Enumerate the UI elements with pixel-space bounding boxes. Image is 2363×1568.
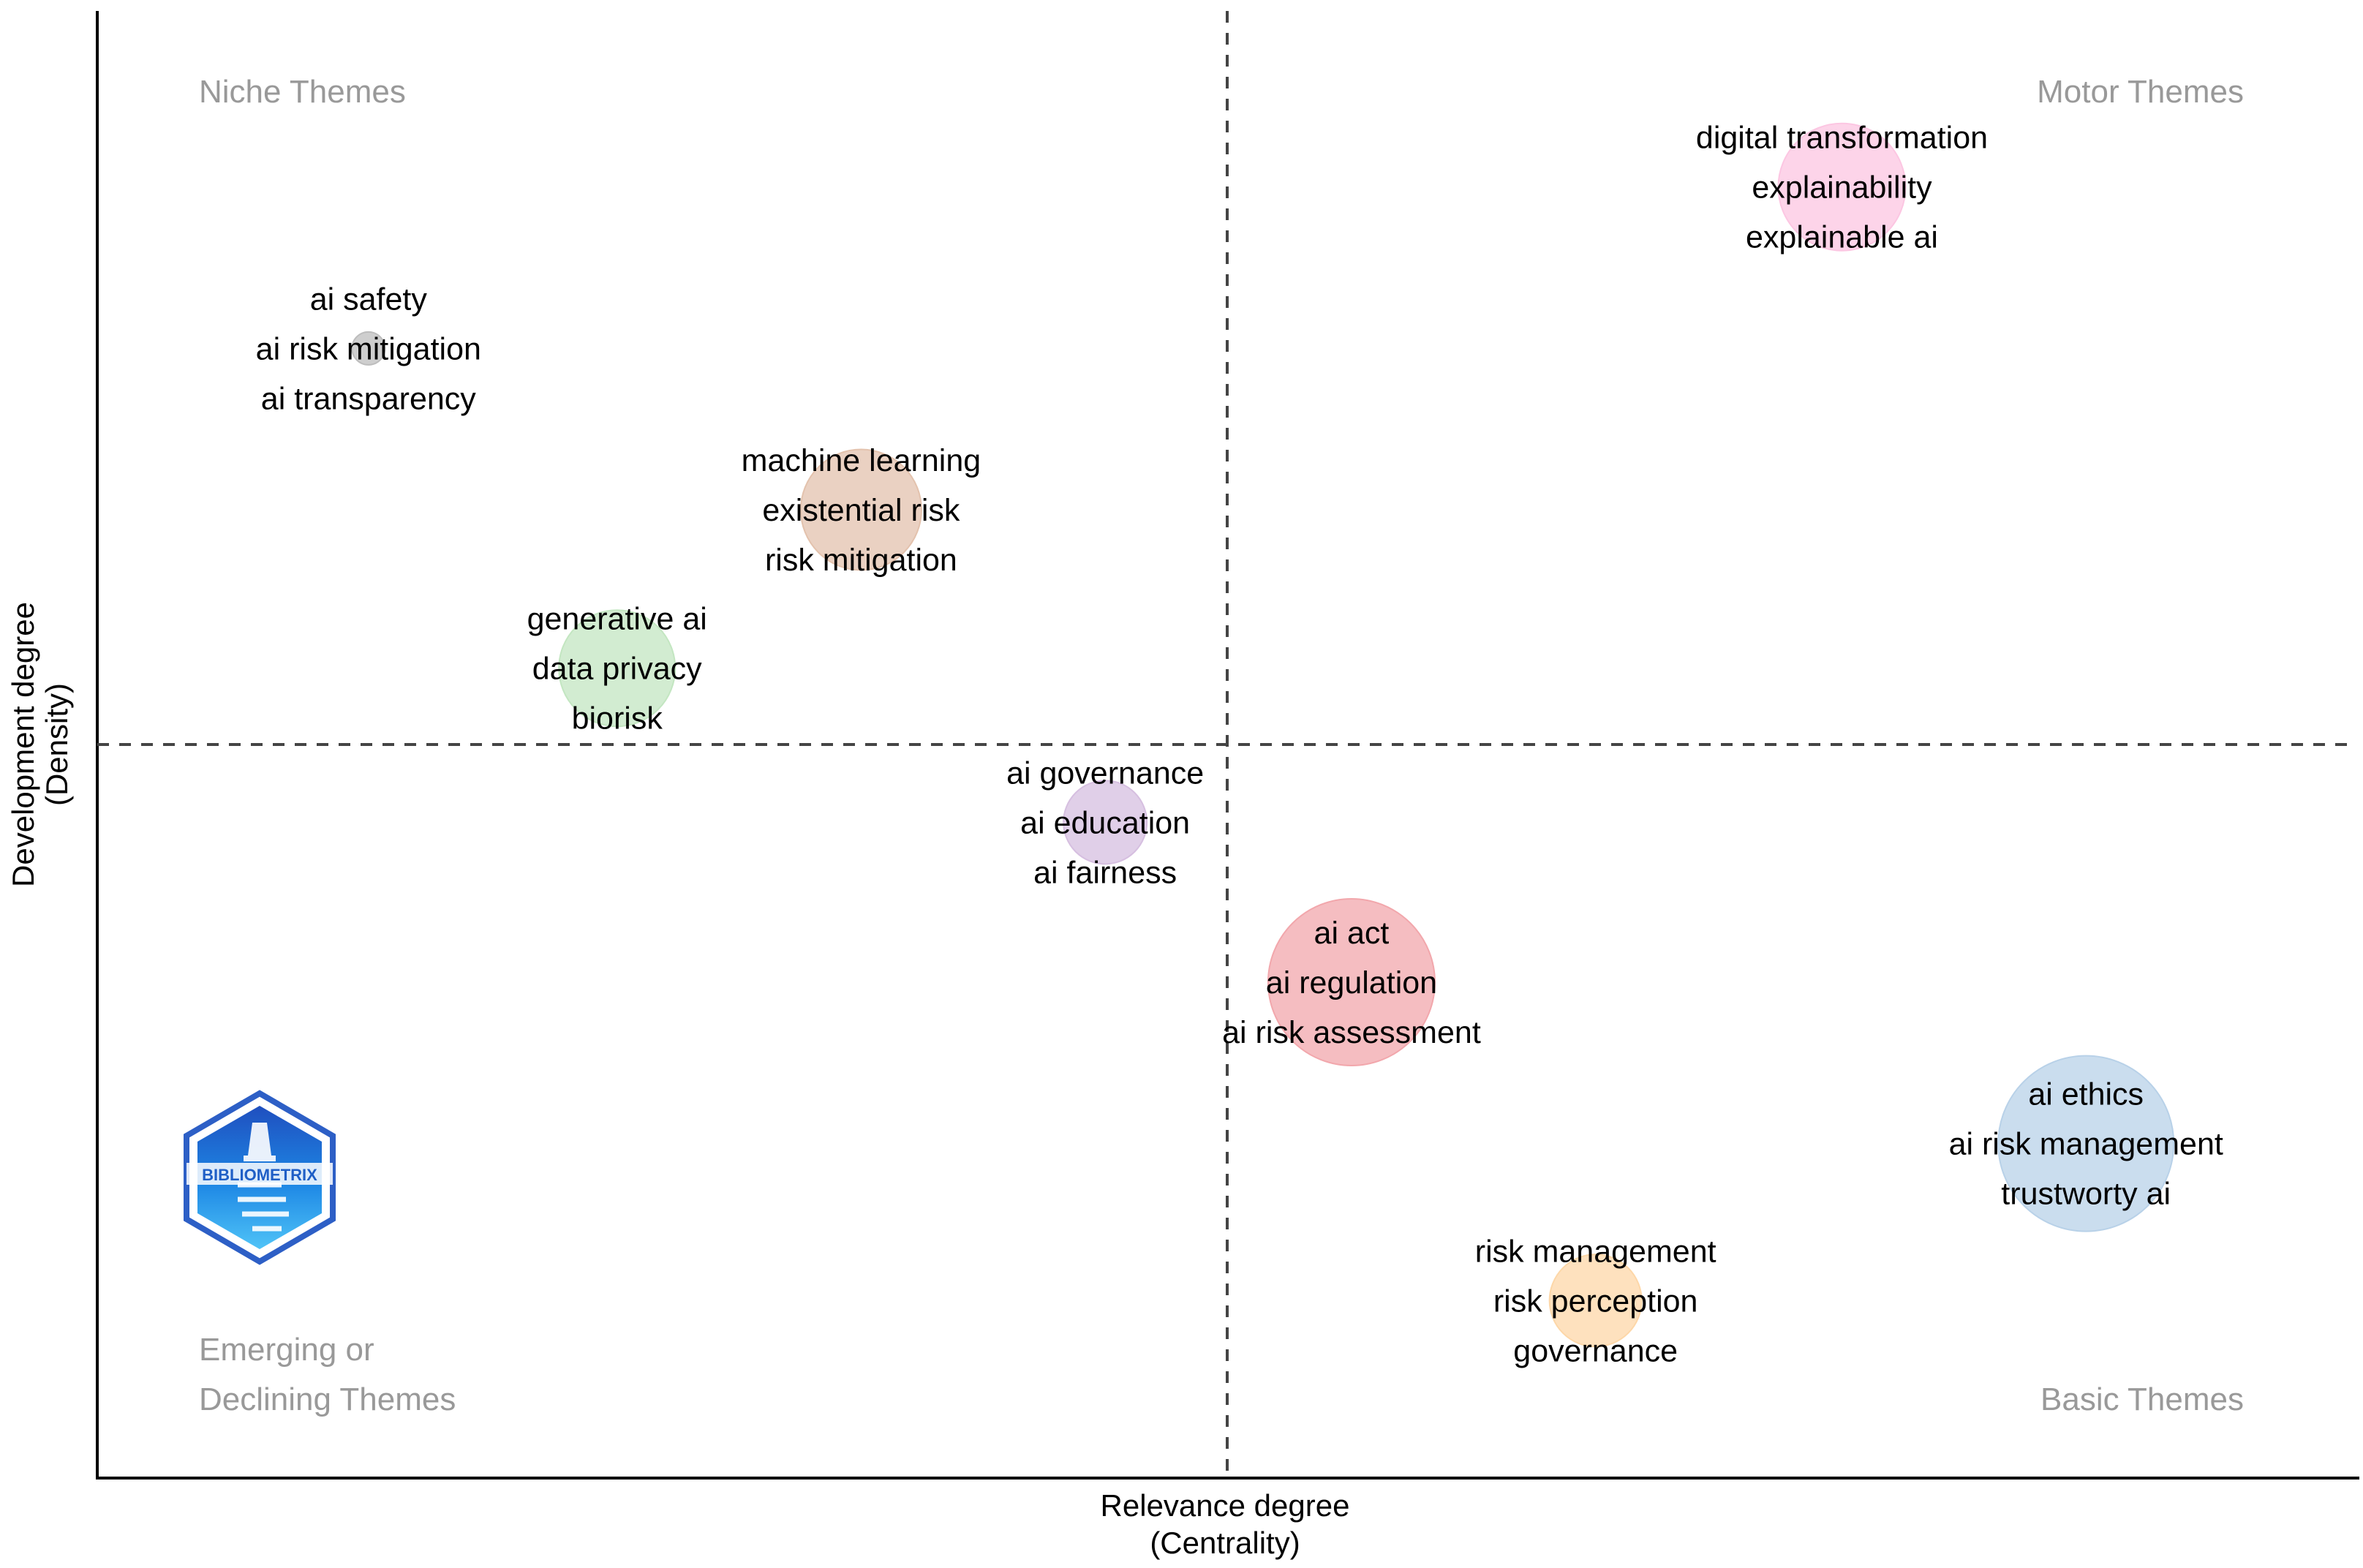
x-axis-title-line-1: Relevance degree — [1101, 1488, 1350, 1523]
logo-banner-icon — [186, 1163, 333, 1185]
cluster-label-ai-safety-2: ai risk mitigation — [256, 331, 481, 366]
cluster-label-machine-learning-3: risk mitigation — [765, 543, 957, 578]
cluster-label-ai-act-1: ai act — [1314, 916, 1390, 951]
cluster-bubble-ai-act — [1267, 897, 1436, 1066]
cluster-bubble-machine-learning — [799, 448, 922, 571]
cluster-label-machine-learning-1: machine learning — [742, 443, 981, 478]
cluster-labels: ai safety ai risk mitigation ai transparen… — [256, 121, 2223, 1369]
cluster-bubbles — [351, 122, 2175, 1348]
cluster-label-generative-ai-2: data privacy — [532, 652, 702, 687]
cluster-label-machine-learning-2: existential risk — [762, 493, 960, 528]
cluster-label-risk-management-3: governance — [1513, 1333, 1678, 1368]
logo-text: BIBLIOMETRIX — [202, 1166, 317, 1184]
cluster-label-digital-transformation-2: explainability — [1752, 170, 1932, 206]
cluster-label-ai-act-2: ai regulation — [1266, 965, 1437, 1000]
cluster-bubble-digital-transformation — [1777, 122, 1907, 252]
cluster-label-ai-ethics-3: trustworty ai — [2001, 1177, 2171, 1212]
cluster-label-generative-ai-3: biorisk — [572, 701, 663, 736]
cluster-label-ai-governance-1: ai governance — [1006, 755, 1204, 791]
cluster-label-digital-transformation-1: digital transformation — [1696, 121, 1988, 156]
cluster-label-ai-act-3: ai risk assessment — [1222, 1015, 1481, 1050]
quadrant-label-emerging-line-2: Declining Themes — [199, 1382, 456, 1417]
logo-lighthouse-icon — [244, 1123, 276, 1161]
cluster-label-ai-safety-1: ai safety — [310, 282, 428, 317]
cluster-label-risk-management-1: risk management — [1475, 1234, 1716, 1269]
cluster-bubble-ai-ethics — [1997, 1055, 2175, 1232]
cluster-label-digital-transformation-3: explainable ai — [1746, 220, 1938, 255]
cluster-label-ai-governance-2: ai education — [1020, 805, 1190, 840]
cluster-label-ai-safety-3: ai transparency — [261, 381, 476, 416]
quadrant-label-motor-themes: Motor Themes — [2037, 74, 2244, 110]
bibliometrix-logo: BIBLIOMETRIX — [184, 1090, 336, 1265]
x-axis-title-line-2: (Centrality) — [1150, 1526, 1300, 1560]
quadrant-label-niche-themes: Niche Themes — [199, 74, 406, 110]
y-axis-title-line-2: (Density) — [39, 683, 74, 806]
cluster-bubble-risk-management — [1548, 1254, 1643, 1348]
quadrant-label-emerging-line-1: Emerging or — [199, 1332, 374, 1368]
cluster-label-ai-ethics-2: ai risk management — [1949, 1127, 2223, 1162]
cluster-bubble-ai-safety — [351, 331, 386, 366]
cluster-label-ai-governance-3: ai fairness — [1033, 855, 1177, 890]
cluster-label-generative-ai-1: generative ai — [527, 602, 707, 637]
cluster-label-ai-ethics-1: ai ethics — [2028, 1077, 2144, 1112]
cluster-label-risk-management-2: risk perception — [1493, 1284, 1698, 1319]
y-axis-title-line-1: Development degree — [6, 602, 40, 887]
quadrant-label-basic-themes: Basic Themes — [2040, 1382, 2244, 1417]
cluster-bubble-ai-governance — [1063, 780, 1148, 865]
cluster-bubble-generative-ai — [558, 609, 677, 728]
